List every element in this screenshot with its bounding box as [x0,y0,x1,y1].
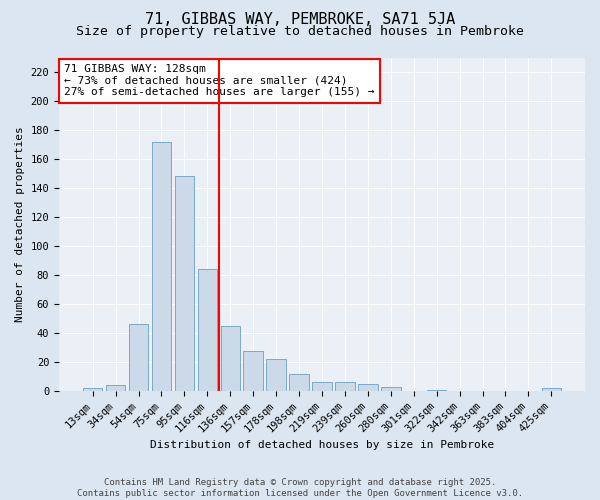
Bar [335,382,355,391]
Bar [266,359,286,391]
Text: 71, GIBBAS WAY, PEMBROKE, SA71 5JA: 71, GIBBAS WAY, PEMBROKE, SA71 5JA [145,12,455,28]
Bar [381,387,401,391]
Bar [106,386,125,391]
Bar [312,382,332,391]
X-axis label: Distribution of detached houses by size in Pembroke: Distribution of detached houses by size … [150,440,494,450]
Bar [289,374,309,391]
Text: 71 GIBBAS WAY: 128sqm
← 73% of detached houses are smaller (424)
27% of semi-det: 71 GIBBAS WAY: 128sqm ← 73% of detached … [64,64,375,98]
Text: Contains HM Land Registry data © Crown copyright and database right 2025.
Contai: Contains HM Land Registry data © Crown c… [77,478,523,498]
Bar [152,142,171,391]
Bar [244,350,263,391]
Bar [175,176,194,391]
Bar [129,324,148,391]
Bar [358,384,377,391]
Bar [542,388,561,391]
Bar [197,270,217,391]
Y-axis label: Number of detached properties: Number of detached properties [15,126,25,322]
Bar [83,388,103,391]
Bar [427,390,446,391]
Text: Size of property relative to detached houses in Pembroke: Size of property relative to detached ho… [76,25,524,38]
Bar [221,326,240,391]
